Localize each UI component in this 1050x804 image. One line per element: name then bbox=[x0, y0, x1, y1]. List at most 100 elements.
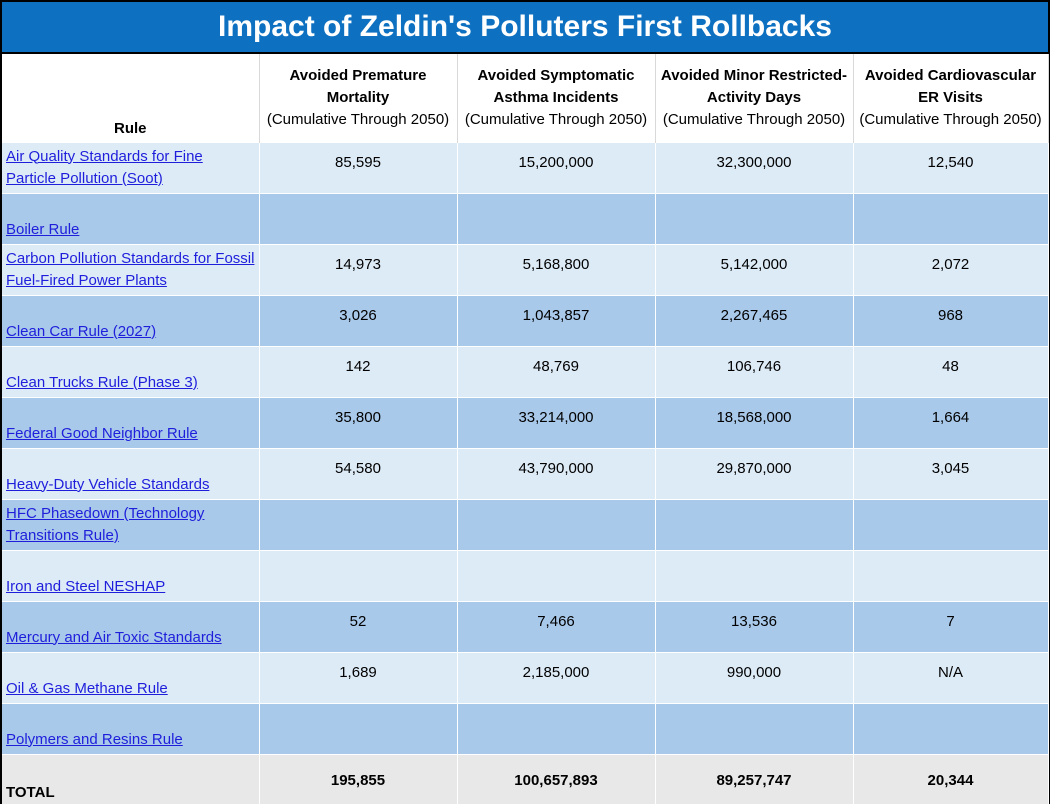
table-row: Iron and Steel NESHAP bbox=[2, 549, 1049, 601]
mortality-cell: 54,580 bbox=[259, 447, 458, 499]
asthma-header-title: Avoided Symptomatic Asthma Incidents bbox=[477, 66, 635, 106]
total-mrad: 89,257,747 bbox=[655, 753, 854, 804]
rule-cell: Oil & Gas Methane Rule bbox=[2, 651, 260, 703]
rule-cell: Boiler Rule bbox=[2, 192, 260, 244]
rule-cell: Mercury and Air Toxic Standards bbox=[2, 600, 260, 652]
asthma-header-sub: (Cumulative Through 2050) bbox=[464, 110, 648, 128]
mrad-cell: 5,142,000 bbox=[655, 243, 854, 295]
asthma-cell: 15,200,000 bbox=[457, 141, 656, 193]
rollbacks-table: Rule Avoided Premature Mortality (Cumula… bbox=[2, 54, 1049, 804]
mrad-cell: 13,536 bbox=[655, 600, 854, 652]
table-row: Boiler Rule bbox=[2, 192, 1049, 244]
cardio-column-header: Avoided Cardiovascular ER Visits (Cumula… bbox=[853, 54, 1049, 142]
cardio-cell: N/A bbox=[853, 651, 1049, 703]
cardio-cell bbox=[853, 549, 1049, 601]
rule-link[interactable]: Boiler Rule bbox=[6, 220, 80, 238]
cardio-cell: 7 bbox=[853, 600, 1049, 652]
rule-link[interactable]: Air Quality Standards for Fine Particle … bbox=[6, 147, 203, 187]
mrad-cell bbox=[655, 702, 854, 754]
asthma-cell: 7,466 bbox=[457, 600, 656, 652]
mortality-cell bbox=[259, 192, 458, 244]
table-row: Polymers and Resins Rule bbox=[2, 702, 1049, 754]
table-row: Clean Car Rule (2027) 3,026 1,043,857 2,… bbox=[2, 294, 1049, 346]
mortality-cell bbox=[259, 549, 458, 601]
rule-cell: Air Quality Standards for Fine Particle … bbox=[2, 141, 260, 193]
cardio-cell: 2,072 bbox=[853, 243, 1049, 295]
mortality-cell: 1,689 bbox=[259, 651, 458, 703]
rule-link[interactable]: Carbon Pollution Standards for Fossil Fu… bbox=[6, 249, 255, 289]
cardio-header-title: Avoided Cardiovascular ER Visits bbox=[864, 66, 1037, 106]
mrad-cell: 18,568,000 bbox=[655, 396, 854, 448]
asthma-cell: 2,185,000 bbox=[457, 651, 656, 703]
total-asthma: 100,657,893 bbox=[457, 753, 656, 804]
mortality-header-title: Avoided Premature Mortality bbox=[289, 66, 427, 106]
cardio-cell: 968 bbox=[853, 294, 1049, 346]
cardio-cell bbox=[853, 498, 1049, 550]
mrad-cell: 32,300,000 bbox=[655, 141, 854, 193]
rule-link[interactable]: Iron and Steel NESHAP bbox=[6, 577, 166, 595]
asthma-cell: 5,168,800 bbox=[457, 243, 656, 295]
table-row: Heavy-Duty Vehicle Standards 54,580 43,7… bbox=[2, 447, 1049, 499]
mortality-cell: 52 bbox=[259, 600, 458, 652]
asthma-column-header: Avoided Symptomatic Asthma Incidents (Cu… bbox=[457, 54, 656, 142]
mortality-cell: 85,595 bbox=[259, 141, 458, 193]
total-label: TOTAL bbox=[2, 753, 260, 804]
rule-link[interactable]: Heavy-Duty Vehicle Standards bbox=[6, 475, 210, 493]
rule-cell: Polymers and Resins Rule bbox=[2, 702, 260, 754]
cardio-cell bbox=[853, 702, 1049, 754]
mrad-cell bbox=[655, 192, 854, 244]
rule-link[interactable]: Clean Car Rule (2027) bbox=[6, 322, 157, 340]
mortality-header-sub: (Cumulative Through 2050) bbox=[266, 110, 450, 128]
rule-link[interactable]: Polymers and Resins Rule bbox=[6, 730, 183, 748]
rule-cell: Iron and Steel NESHAP bbox=[2, 549, 260, 601]
rule-link[interactable]: HFC Phasedown (Technology Transitions Ru… bbox=[6, 504, 205, 544]
asthma-cell bbox=[457, 549, 656, 601]
mrad-header-title: Avoided Minor Restricted-Activity Days bbox=[660, 66, 848, 106]
mrad-cell: 29,870,000 bbox=[655, 447, 854, 499]
rule-cell: HFC Phasedown (Technology Transitions Ru… bbox=[2, 498, 260, 550]
mrad-cell: 990,000 bbox=[655, 651, 854, 703]
mrad-cell: 2,267,465 bbox=[655, 294, 854, 346]
mrad-cell bbox=[655, 498, 854, 550]
mortality-cell: 35,800 bbox=[259, 396, 458, 448]
table-row: Carbon Pollution Standards for Fossil Fu… bbox=[2, 243, 1049, 295]
mrad-header-sub: (Cumulative Through 2050) bbox=[662, 110, 846, 128]
table-row: Federal Good Neighbor Rule 35,800 33,214… bbox=[2, 396, 1049, 448]
table-row: Clean Trucks Rule (Phase 3) 142 48,769 1… bbox=[2, 345, 1049, 397]
table-row: Air Quality Standards for Fine Particle … bbox=[2, 141, 1049, 193]
mortality-cell: 3,026 bbox=[259, 294, 458, 346]
total-row: TOTAL 195,855 100,657,893 89,257,747 20,… bbox=[2, 753, 1049, 804]
rule-cell: Federal Good Neighbor Rule bbox=[2, 396, 260, 448]
cardio-cell: 1,664 bbox=[853, 396, 1049, 448]
mortality-cell: 142 bbox=[259, 345, 458, 397]
rule-link[interactable]: Mercury and Air Toxic Standards bbox=[6, 628, 222, 646]
header-row: Rule Avoided Premature Mortality (Cumula… bbox=[2, 54, 1049, 142]
asthma-cell: 43,790,000 bbox=[457, 447, 656, 499]
total-mortality: 195,855 bbox=[259, 753, 458, 804]
cardio-cell: 48 bbox=[853, 345, 1049, 397]
total-cardio: 20,344 bbox=[853, 753, 1049, 804]
rule-link[interactable]: Oil & Gas Methane Rule bbox=[6, 679, 168, 697]
mortality-column-header: Avoided Premature Mortality (Cumulative … bbox=[259, 54, 458, 142]
table-title: Impact of Zeldin's Polluters First Rollb… bbox=[2, 2, 1048, 54]
rule-cell: Heavy-Duty Vehicle Standards bbox=[2, 447, 260, 499]
asthma-cell: 1,043,857 bbox=[457, 294, 656, 346]
rule-column-header: Rule bbox=[2, 54, 260, 142]
rule-cell: Clean Car Rule (2027) bbox=[2, 294, 260, 346]
table-row: Oil & Gas Methane Rule 1,689 2,185,000 9… bbox=[2, 651, 1049, 703]
asthma-cell bbox=[457, 498, 656, 550]
rule-cell: Clean Trucks Rule (Phase 3) bbox=[2, 345, 260, 397]
mrad-cell: 106,746 bbox=[655, 345, 854, 397]
cardio-cell: 12,540 bbox=[853, 141, 1049, 193]
table-row: Mercury and Air Toxic Standards 52 7,466… bbox=[2, 600, 1049, 652]
rule-link[interactable]: Clean Trucks Rule (Phase 3) bbox=[6, 373, 198, 391]
asthma-cell: 33,214,000 bbox=[457, 396, 656, 448]
rule-link[interactable]: Federal Good Neighbor Rule bbox=[6, 424, 198, 442]
asthma-cell bbox=[457, 702, 656, 754]
mortality-cell bbox=[259, 702, 458, 754]
table-row: HFC Phasedown (Technology Transitions Ru… bbox=[2, 498, 1049, 550]
mortality-cell: 14,973 bbox=[259, 243, 458, 295]
asthma-cell: 48,769 bbox=[457, 345, 656, 397]
cardio-cell: 3,045 bbox=[853, 447, 1049, 499]
